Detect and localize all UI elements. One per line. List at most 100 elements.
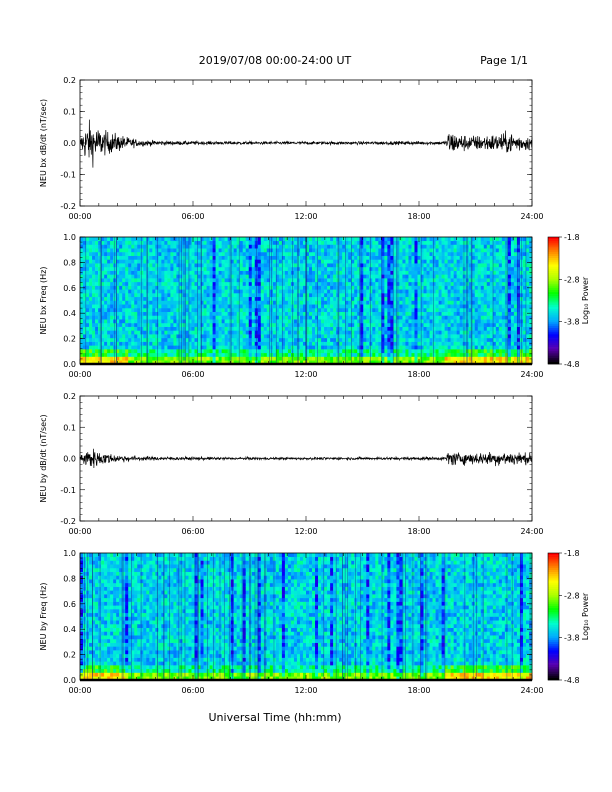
spectrogram-cell bbox=[245, 337, 250, 342]
spectrogram-cell bbox=[116, 334, 120, 339]
spectrogram-cell bbox=[327, 251, 331, 256]
spectrogram-cell bbox=[372, 337, 376, 342]
spectrogram-cell bbox=[200, 240, 204, 245]
spectrogram-cell bbox=[107, 281, 111, 286]
spectrogram-cell bbox=[188, 237, 192, 242]
spectrogram-cell bbox=[309, 251, 313, 256]
spectrogram-cell bbox=[86, 240, 90, 245]
spectrogram-cell bbox=[143, 326, 147, 331]
spectrogram-cell bbox=[197, 330, 201, 335]
spectrogram-cell bbox=[251, 293, 256, 298]
spectrogram-cell bbox=[474, 300, 479, 305]
spectrogram-cell bbox=[80, 356, 84, 361]
spectrogram-cell bbox=[345, 307, 349, 313]
spectrogram-cell bbox=[203, 304, 207, 309]
spectrogram-cell bbox=[239, 360, 244, 365]
spectrogram-cell bbox=[438, 326, 442, 331]
spectrogram-cell bbox=[480, 248, 485, 253]
spectrogram-cell bbox=[170, 330, 174, 335]
spectrogram-cell bbox=[333, 337, 337, 342]
spectrogram-cell bbox=[260, 322, 265, 327]
spectrogram-cell bbox=[215, 345, 219, 350]
spectrogram-cell bbox=[375, 274, 379, 279]
spectrogram-cell bbox=[492, 307, 497, 313]
spectrogram-cell bbox=[375, 255, 379, 260]
spectrogram-cell bbox=[95, 356, 99, 361]
spectrogram-cell bbox=[477, 293, 482, 298]
spectrogram-cell bbox=[194, 319, 198, 324]
spectrogram-cell bbox=[179, 237, 183, 242]
spectrogram-cell bbox=[116, 300, 120, 305]
spectrogram-cell bbox=[209, 278, 213, 283]
spectrogram-cell bbox=[161, 278, 165, 283]
spectrogram-cell bbox=[447, 352, 451, 357]
spectrogram-cell bbox=[429, 251, 433, 256]
spectrogram-cell bbox=[263, 270, 268, 275]
spectrogram-cell bbox=[375, 341, 379, 346]
spectrogram-cell bbox=[203, 266, 207, 271]
spectrogram-cell bbox=[423, 341, 427, 346]
spectrogram-cell bbox=[375, 356, 379, 361]
spectrogram-cell bbox=[176, 341, 180, 346]
spectrogram-cell bbox=[173, 281, 177, 286]
spectrogram-cell bbox=[372, 289, 376, 294]
spectrogram-cell bbox=[176, 240, 180, 245]
spectrogram-cell bbox=[287, 296, 292, 301]
spectrogram-cell bbox=[293, 311, 298, 316]
spectrogram-cell bbox=[501, 259, 506, 264]
spectrogram-cell bbox=[387, 244, 391, 249]
spectrogram-cell bbox=[498, 304, 503, 309]
spectrogram-cell bbox=[284, 296, 289, 301]
spectrogram-cell bbox=[221, 289, 225, 294]
spectrogram-cell bbox=[107, 315, 111, 320]
spectrogram-cell bbox=[215, 330, 219, 335]
spectrogram-cell bbox=[357, 278, 361, 283]
spectrogram-cell bbox=[299, 326, 304, 331]
spectrogram-cell bbox=[212, 304, 216, 309]
spectrogram-cell bbox=[357, 356, 361, 361]
spectrogram-cell bbox=[233, 296, 237, 301]
spectrogram-cell bbox=[233, 259, 237, 264]
spectrogram-cell bbox=[312, 319, 316, 324]
spectrogram-cell bbox=[107, 278, 111, 283]
spectrogram-cell bbox=[110, 251, 114, 256]
spectrogram-cell bbox=[266, 337, 271, 342]
spectrogram-cell bbox=[200, 319, 204, 324]
spectrogram-cell bbox=[125, 352, 129, 357]
spectrogram-cell bbox=[152, 334, 156, 339]
spectrogram-cell bbox=[239, 274, 244, 279]
spectrogram-cell bbox=[393, 274, 397, 279]
spectrogram-cell bbox=[176, 326, 180, 331]
spectrogram-cell bbox=[504, 278, 509, 283]
spectrogram-cell bbox=[453, 322, 457, 327]
spectrogram-cell bbox=[257, 330, 262, 335]
spectrogram-cell bbox=[188, 319, 192, 324]
spectrogram-cell bbox=[486, 337, 491, 342]
spectrogram-cell bbox=[381, 311, 385, 316]
spectrogram-cell bbox=[104, 251, 108, 256]
spectrogram-cell bbox=[167, 270, 171, 275]
spectrogram-cell bbox=[299, 319, 304, 324]
spectrogram-cell bbox=[197, 356, 201, 361]
spectrogram-cell bbox=[242, 304, 247, 309]
spectrogram-cell bbox=[315, 289, 319, 294]
spectrogram-cell bbox=[86, 345, 90, 350]
spectrogram-cell bbox=[278, 278, 283, 283]
spectrogram-cell bbox=[191, 263, 195, 268]
spectrogram-cell bbox=[293, 337, 298, 342]
spectrogram-cell bbox=[158, 315, 162, 320]
spectrogram-cell bbox=[354, 304, 358, 309]
spectrogram-cell bbox=[230, 337, 234, 342]
spectrogram-cell bbox=[98, 341, 102, 346]
spectrogram-cell bbox=[306, 251, 310, 256]
spectrogram-cell bbox=[287, 240, 292, 245]
spectrogram-cell bbox=[438, 341, 442, 346]
spectrogram-cell bbox=[447, 307, 451, 313]
spectrogram-cell bbox=[191, 244, 195, 249]
spectrogram-cell bbox=[215, 270, 219, 275]
spectrogram-cell bbox=[185, 274, 189, 279]
spectrogram-cell bbox=[435, 248, 439, 253]
spectrogram-cell bbox=[312, 266, 316, 271]
spectrogram-cell bbox=[465, 266, 470, 271]
spectrogram-cell bbox=[474, 289, 479, 294]
